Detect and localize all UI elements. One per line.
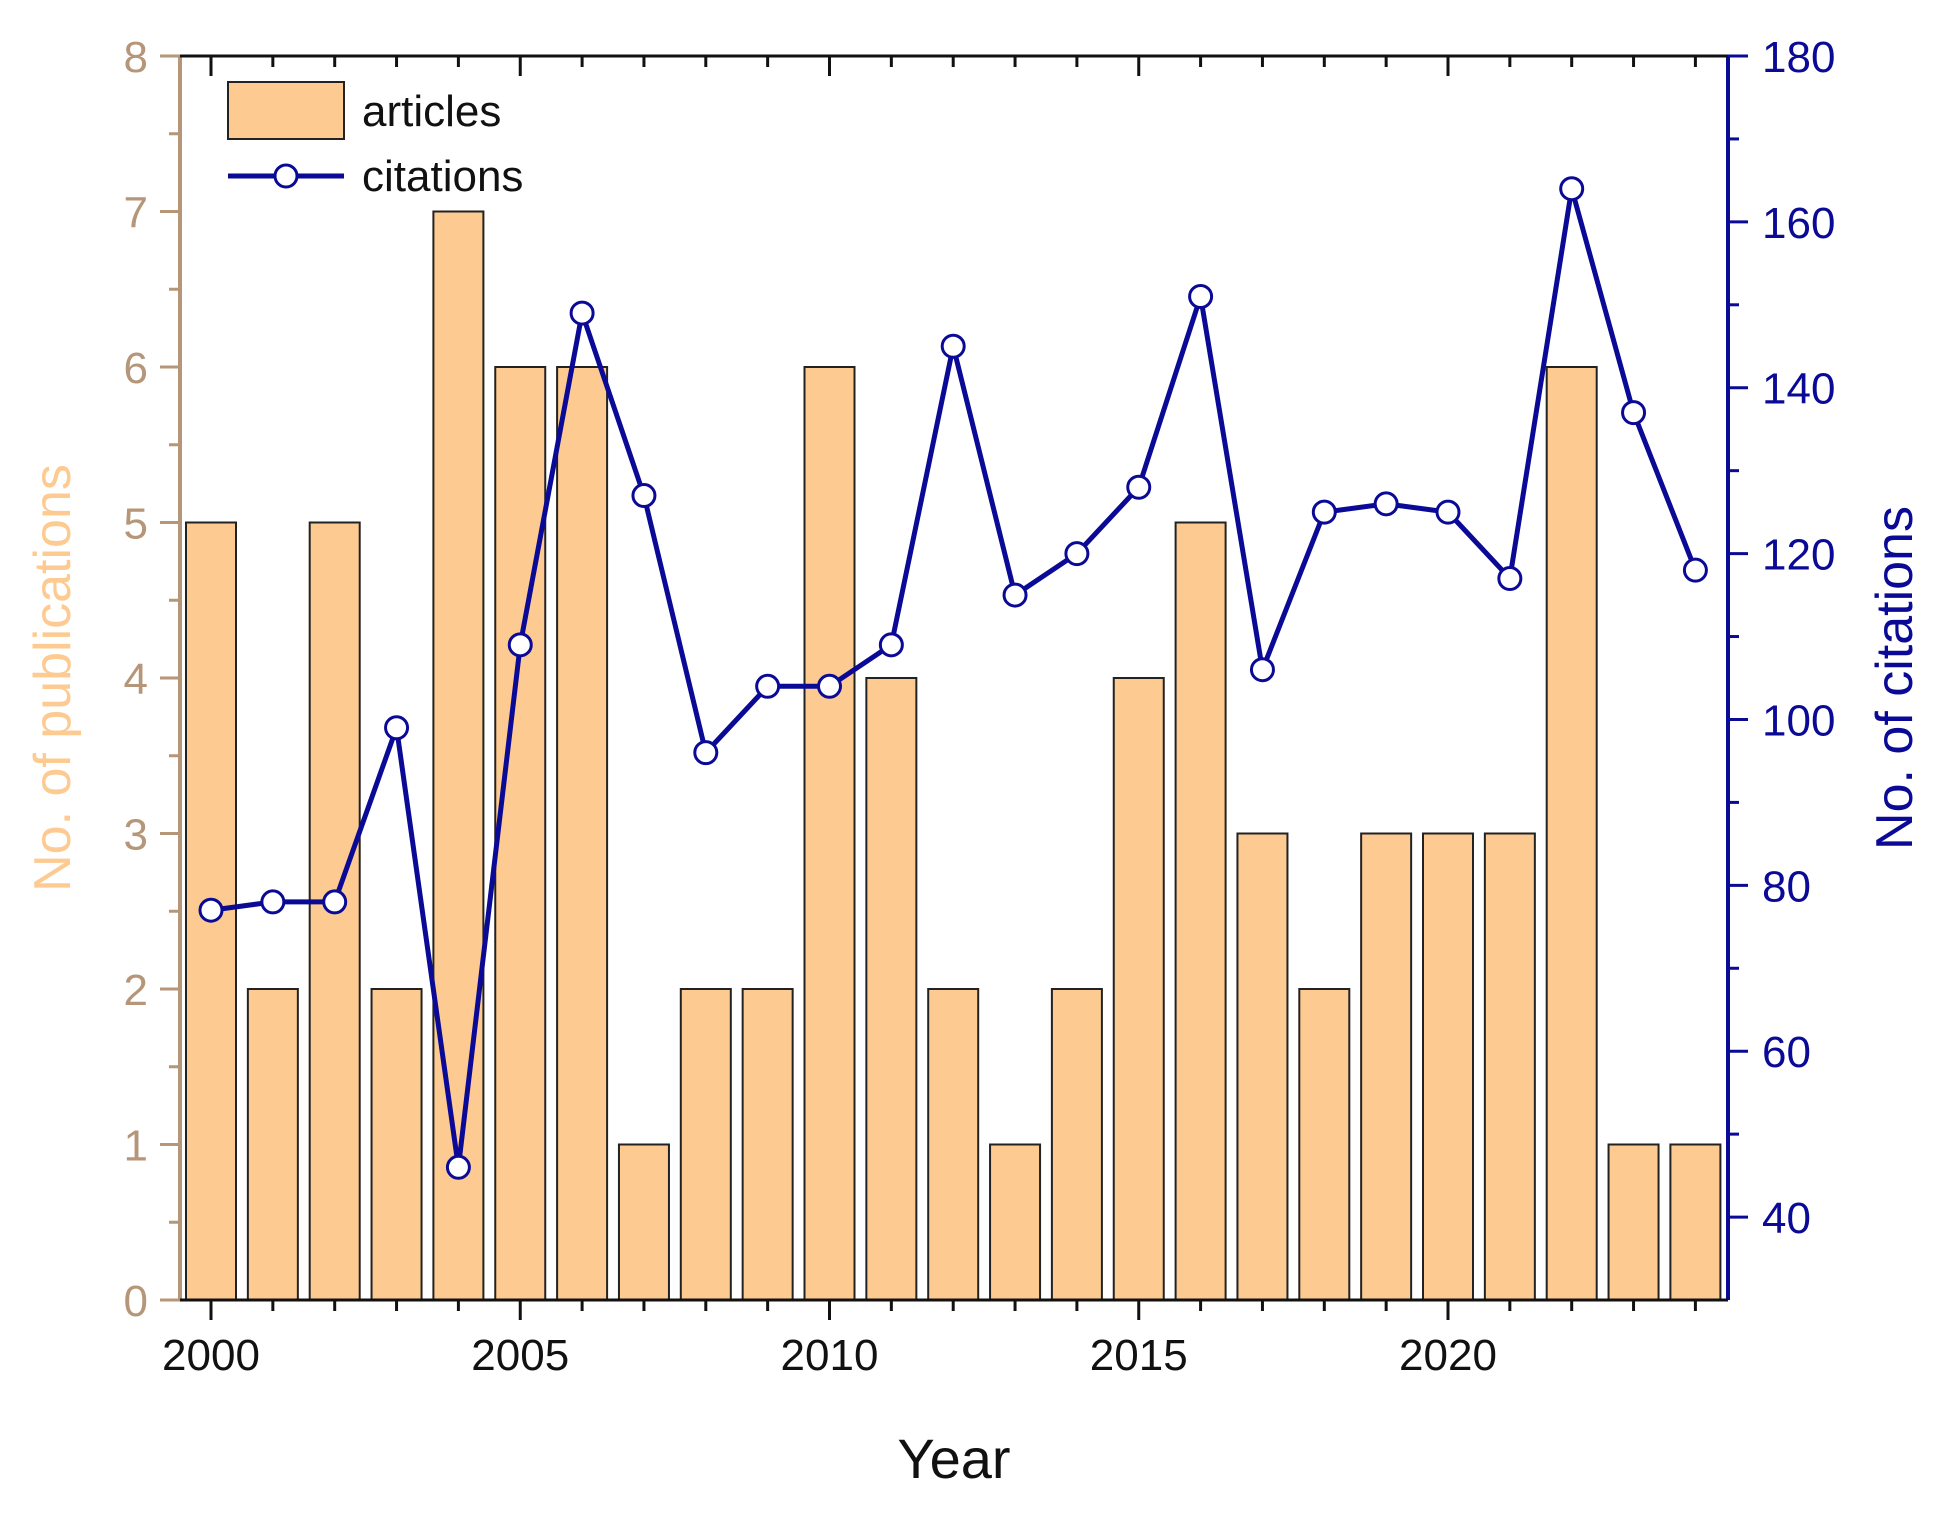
x-tick-label: 2020	[1399, 1331, 1497, 1380]
bar-2009	[741, 988, 794, 1301]
bar-2020	[1422, 832, 1474, 1301]
bar-2023	[1607, 1143, 1660, 1301]
citations-point-2020	[1435, 499, 1461, 525]
citations-point-2013	[1002, 582, 1028, 608]
y-left-tick-label: 8	[124, 33, 148, 82]
citations-point-2022	[1559, 176, 1585, 202]
y-left-tick-label: 2	[124, 966, 148, 1015]
citations-point-2016	[1188, 284, 1214, 310]
citations-point-2005	[507, 632, 533, 658]
legend: articles citations	[227, 81, 523, 201]
bar-2006	[556, 366, 609, 1301]
x-tick-label: 2010	[781, 1331, 879, 1380]
legend-swatch-citations-marker	[273, 163, 299, 189]
y-left-tick-label: 7	[124, 189, 148, 238]
bar-2010	[803, 366, 856, 1301]
citations-point-2002	[322, 889, 348, 915]
citations-point-2018	[1311, 499, 1337, 525]
bar-2015	[1112, 677, 1165, 1301]
bar-2016	[1174, 521, 1227, 1301]
x-tick-label: 2015	[1090, 1331, 1188, 1380]
bar-2018	[1298, 988, 1351, 1301]
y-right-tick-label: 80	[1762, 862, 1811, 911]
bar-2014	[1050, 988, 1103, 1301]
axes	[160, 54, 1748, 1320]
citations-point-2001	[260, 889, 286, 915]
bar-2011	[865, 677, 918, 1301]
citations-point-2019	[1373, 491, 1399, 517]
bar-2004	[432, 210, 485, 1301]
legend-label-citations: citations	[362, 152, 523, 201]
y-left-tick-label: 5	[124, 500, 148, 549]
y-left-tick-label: 0	[124, 1277, 148, 1326]
citations-point-2024	[1682, 557, 1708, 583]
legend-label-articles: articles	[362, 87, 501, 136]
bar-2003	[370, 988, 423, 1301]
y-right-tick-label: 100	[1762, 696, 1835, 745]
y-right-tick-label: 60	[1762, 1028, 1811, 1077]
y-left-tick-label: 1	[124, 1122, 148, 1171]
bar-2022	[1545, 366, 1598, 1301]
bar-2001	[246, 988, 299, 1301]
citations-point-2015	[1126, 474, 1152, 500]
y-right-tick-label: 180	[1762, 33, 1835, 82]
x-tick-label: 2005	[471, 1331, 569, 1380]
bar-2017	[1236, 832, 1289, 1301]
y-right-tick-label: 120	[1762, 531, 1835, 580]
bar-2007	[617, 1143, 670, 1301]
citations-point-2012	[940, 333, 966, 359]
legend-swatch-articles	[227, 81, 345, 140]
bar-2019	[1360, 832, 1413, 1301]
citations-point-2006	[569, 300, 595, 326]
citations-point-2011	[878, 632, 904, 658]
citations-point-2003	[384, 715, 410, 741]
y-axis-label-right: No. of citations	[1866, 506, 1924, 850]
y-right-tick-label: 160	[1762, 199, 1835, 248]
citations-point-2008	[693, 740, 719, 766]
citations-point-2000	[198, 897, 224, 923]
citations-point-2014	[1064, 541, 1090, 567]
line-series-citations	[198, 176, 1708, 1180]
bar-2008	[679, 988, 732, 1301]
y-right-tick-label: 40	[1762, 1194, 1811, 1243]
tick-labels: 0 1 2 3 4 5 6 7 8 40 60 80 100 120 140 160 180 2000 2005 20…	[124, 33, 1836, 1380]
citations-point-2010	[817, 673, 842, 699]
bar-2021	[1483, 832, 1536, 1301]
bar-2024	[1669, 1143, 1722, 1301]
citations-point-2023	[1621, 400, 1647, 426]
y-axis-label-left: No. of publications	[24, 464, 82, 892]
citations-point-2007	[631, 483, 657, 509]
y-left-tick-label: 3	[124, 811, 148, 860]
y-left-tick-label: 4	[124, 655, 148, 704]
x-axis-label: Year	[897, 1427, 1010, 1490]
citations-point-2017	[1249, 657, 1275, 683]
bar-2012	[927, 988, 980, 1301]
y-left-tick-label: 6	[124, 344, 148, 393]
citations-point-2009	[755, 673, 781, 699]
bar-2013	[989, 1143, 1042, 1301]
citations-point-2004	[445, 1154, 471, 1180]
y-right-tick-label: 140	[1762, 365, 1835, 414]
citations-point-2021	[1497, 565, 1523, 591]
bar-series-articles	[185, 210, 1722, 1301]
x-tick-label: 2000	[162, 1331, 260, 1380]
bar-2005	[494, 366, 547, 1301]
